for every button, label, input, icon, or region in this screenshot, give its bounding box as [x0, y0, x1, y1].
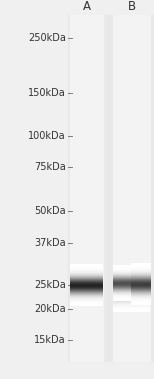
- Bar: [70, 15, 103, 361]
- Text: 20kDa: 20kDa: [34, 304, 66, 314]
- Text: A: A: [83, 0, 91, 13]
- Text: 37kDa: 37kDa: [34, 238, 66, 248]
- Bar: [113, 15, 150, 361]
- Text: 75kDa: 75kDa: [34, 162, 66, 172]
- Text: 15kDa: 15kDa: [34, 335, 66, 345]
- Text: 25kDa: 25kDa: [34, 280, 66, 290]
- Text: 100kDa: 100kDa: [28, 131, 66, 141]
- Text: B: B: [128, 0, 136, 13]
- Text: 50kDa: 50kDa: [34, 205, 66, 216]
- Text: 250kDa: 250kDa: [28, 33, 66, 42]
- Bar: [68, 15, 154, 361]
- Text: 150kDa: 150kDa: [28, 88, 66, 97]
